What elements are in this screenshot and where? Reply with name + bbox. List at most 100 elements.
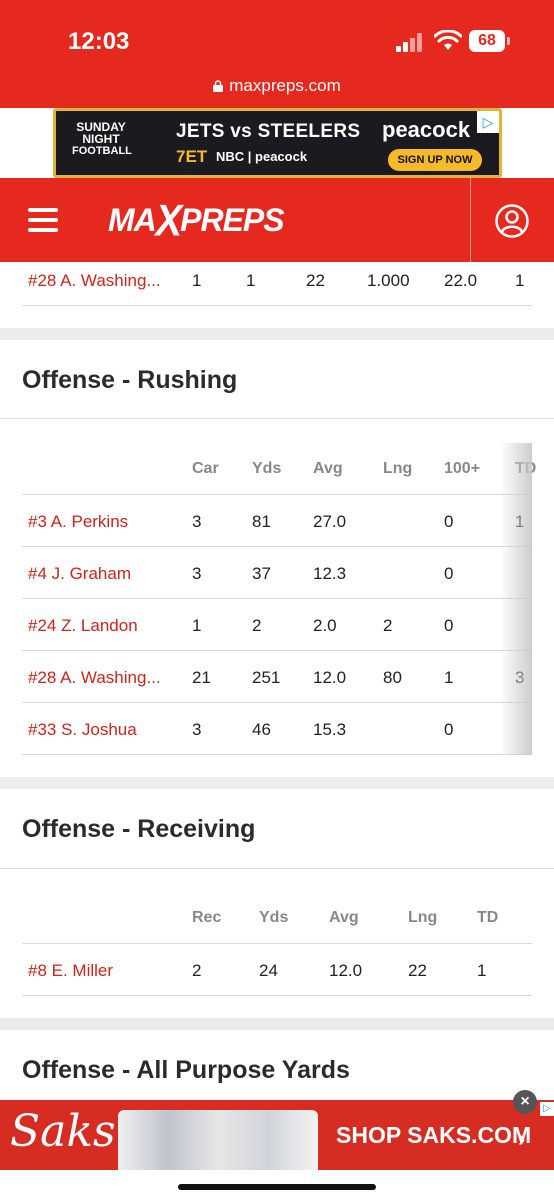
column-header[interactable]: Yds (259, 909, 289, 926)
stat-cell: 15.3 (313, 720, 347, 739)
column-header[interactable]: Rec (192, 909, 222, 926)
player-link[interactable]: #28 A. Washing... (28, 668, 161, 687)
stat-cell: 3 (192, 564, 202, 583)
ad-banner-top[interactable]: SUNDAY NIGHT FOOTBALL JETS vs STEELERS 7… (53, 108, 502, 178)
stat-cell: 2.0 (313, 616, 337, 635)
player-link[interactable]: #24 Z. Landon (28, 616, 138, 635)
home-indicator-area (0, 1170, 554, 1200)
stat-cell: 0 (444, 564, 454, 583)
peacock-logo: peacock (382, 117, 471, 142)
ad-banner-top-wrap: SUNDAY NIGHT FOOTBALL JETS vs STEELERS 7… (0, 108, 554, 178)
section-divider (0, 418, 554, 419)
ad-headline: JETS vs STEELERS (176, 121, 361, 142)
row-divider (22, 650, 532, 651)
section-divider (0, 868, 554, 869)
cellular-signal-icon (396, 32, 426, 52)
saks-logo: Saks (10, 1106, 116, 1157)
stat-cell: 1.000 (367, 271, 410, 290)
player-link[interactable]: #28 A. Washing... (28, 271, 161, 290)
ad-time: 7ET (176, 147, 208, 166)
player-link[interactable]: #33 S. Joshua (28, 720, 137, 739)
player-link[interactable]: #4 J. Graham (28, 564, 131, 583)
close-icon[interactable]: × (513, 1090, 537, 1114)
section-title-all-purpose: Offense - All Purpose Yards (22, 1056, 350, 1084)
section-title-rushing: Offense - Rushing (22, 366, 238, 394)
snf-logo: SUNDAY NIGHT FOOTBALL (72, 120, 132, 157)
battery-indicator: 68 (469, 30, 505, 52)
stat-cell: 22.0 (444, 271, 478, 290)
row-divider (22, 943, 532, 944)
horizontal-scroll-shadow[interactable] (500, 443, 532, 755)
stat-cell: 0 (444, 720, 454, 739)
clock: 12:03 (68, 28, 130, 55)
stat-cell: 37 (252, 564, 271, 583)
status-bar: 12:03 68 maxpreps.com (0, 0, 554, 108)
section-gap (0, 777, 554, 789)
column-header[interactable]: TD (477, 909, 499, 926)
stat-cell: 46 (252, 720, 271, 739)
stat-cell: 80 (383, 668, 402, 687)
address-bar[interactable]: maxpreps.com (0, 76, 554, 96)
stat-cell: 1 (246, 271, 256, 290)
profile-icon[interactable] (495, 204, 529, 238)
player-link[interactable]: #3 A. Perkins (28, 512, 129, 531)
column-header[interactable]: Yds (252, 460, 282, 477)
section-gap (0, 328, 554, 340)
stat-cell: 251 (252, 668, 281, 687)
menu-icon[interactable] (28, 208, 58, 232)
stat-cell: 27.0 (313, 512, 347, 531)
stat-cell: 2 (383, 616, 393, 635)
stat-cell: 3 (192, 720, 202, 739)
url-text: maxpreps.com (229, 76, 341, 95)
row-divider (22, 546, 532, 547)
battery-tip (507, 37, 510, 45)
header-divider (470, 178, 471, 262)
ad-banner-bottom[interactable]: Saks SHOP SAKS.COM › (0, 1100, 554, 1170)
column-header[interactable]: Avg (329, 909, 359, 926)
stat-cell: 12.0 (313, 668, 347, 687)
ad-signup-button[interactable]: SIGN UP NOW (388, 149, 482, 171)
ad-networks: NBC | peacock (216, 149, 308, 164)
stat-cell: 22 (408, 961, 427, 980)
column-header[interactable]: Car (192, 460, 219, 477)
stat-cell: 24 (259, 961, 278, 980)
stat-cell: 81 (252, 512, 271, 531)
row-divider (22, 598, 532, 599)
lock-icon (213, 80, 224, 92)
row-divider (22, 494, 532, 495)
column-header[interactable]: Lng (383, 460, 413, 477)
stat-cell: 2 (252, 616, 262, 635)
stat-cell: 21 (192, 668, 211, 687)
stat-cell: 1 (477, 961, 487, 980)
stat-cell: 1 (192, 271, 202, 290)
stat-cell: 2 (192, 961, 202, 980)
stat-cell: 12.3 (313, 564, 347, 583)
column-header[interactable]: 100+ (444, 460, 481, 477)
row-divider (22, 702, 532, 703)
column-header[interactable]: Lng (408, 909, 438, 926)
maxpreps-logo[interactable]: MAXPREPS (108, 194, 285, 246)
wifi-icon (434, 30, 462, 50)
column-header[interactable]: Avg (313, 460, 343, 477)
row-divider (22, 754, 532, 755)
stat-cell: 22 (306, 271, 325, 290)
stat-cell: 1 (515, 271, 525, 290)
site-header: MAXPREPS (0, 178, 554, 262)
stat-cell: 3 (192, 512, 202, 531)
chevron-right-icon: › (518, 1126, 526, 1151)
stat-cell: 0 (444, 512, 454, 531)
section-gap (0, 1018, 554, 1030)
home-indicator[interactable] (178, 1184, 376, 1190)
stat-cell: 1 (192, 616, 202, 635)
player-link[interactable]: #8 E. Miller (28, 961, 114, 980)
stat-cell: 0 (444, 616, 454, 635)
adchoices-icon[interactable]: ▷ (540, 1102, 554, 1116)
row-divider (22, 305, 532, 306)
stat-cell: 12.0 (329, 961, 363, 980)
section-title-receiving: Offense - Receiving (22, 815, 256, 843)
stat-cell: 1 (444, 668, 454, 687)
ad-cta[interactable]: SHOP SAKS.COM (336, 1122, 532, 1148)
adchoices-icon[interactable]: ▷ (477, 111, 499, 133)
row-divider (22, 995, 532, 996)
